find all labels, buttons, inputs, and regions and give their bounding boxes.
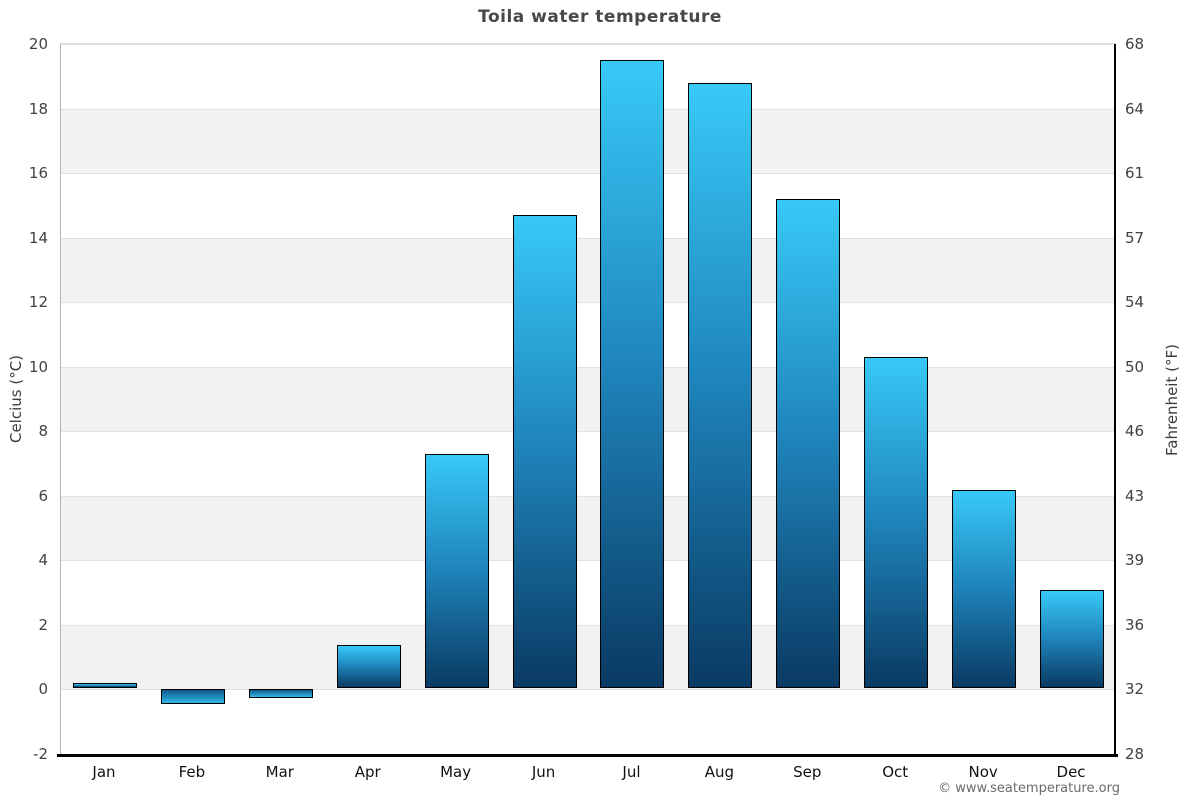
gridline [60, 624, 1115, 626]
footer-credit: © www.seatemperature.org [938, 781, 1120, 796]
gridline [60, 689, 1115, 691]
temperature-bar-nov [952, 489, 1017, 689]
gridline [60, 237, 1115, 239]
plot-area [60, 44, 1115, 755]
y-tick-label-celsius: 18 [28, 99, 48, 118]
y-tick-label-celsius: 4 [38, 551, 48, 570]
gridline [60, 366, 1115, 368]
gridline [60, 302, 1115, 304]
x-tick-label-sep: Sep [793, 763, 822, 781]
temperature-bar-aug [688, 82, 753, 689]
grid-band [60, 495, 1115, 561]
axis-spine-bottom [57, 754, 1118, 757]
y-tick-label-fahrenheit: 64 [1125, 99, 1145, 118]
y-tick-label-fahrenheit: 61 [1125, 164, 1145, 183]
y-tick-label-fahrenheit: 39 [1125, 551, 1145, 570]
grid-band [60, 560, 1115, 625]
y-tick-label-celsius: 6 [38, 486, 48, 505]
y-tick-label-fahrenheit: 28 [1125, 745, 1145, 763]
temperature-bar-jan [72, 683, 137, 689]
grid-band [60, 237, 1115, 303]
x-tick-label-aug: Aug [704, 763, 735, 781]
y-tick-label-celsius: 10 [28, 357, 48, 376]
temperature-bar-mar [248, 689, 313, 698]
gridline [60, 108, 1115, 110]
y-tick-label-celsius: -2 [33, 745, 48, 763]
temperature-bar-oct [864, 357, 929, 689]
gridline [60, 173, 1115, 175]
grid-band [60, 44, 1115, 109]
gridline [60, 431, 1115, 433]
x-tick-label-jun: Jun [531, 763, 556, 781]
y-tick-label-celsius: 8 [38, 422, 48, 441]
y-tick-label-fahrenheit: 57 [1125, 228, 1145, 247]
x-tick-label-apr: Apr [354, 763, 381, 781]
y-tick-label-celsius: 2 [38, 615, 48, 634]
grid-band [60, 431, 1115, 496]
y-tick-label-celsius: 16 [28, 164, 48, 183]
grid-band [60, 108, 1115, 174]
y-tick-label-fahrenheit: 68 [1125, 35, 1145, 53]
y-tick-label-fahrenheit: 54 [1125, 293, 1145, 312]
temperature-bar-jul [600, 60, 665, 689]
axis-spine-left [60, 44, 61, 755]
y-axis-label-fahrenheit: Fahrenheit (°F) [1163, 344, 1181, 456]
y-tick-label-fahrenheit: 50 [1125, 357, 1145, 376]
temperature-bar-dec [1040, 589, 1105, 689]
gridline [60, 495, 1115, 497]
y-axis-label-celsius: Celcius (°C) [7, 354, 25, 444]
temperature-bar-feb [160, 689, 225, 705]
x-tick-label-jul: Jul [622, 763, 641, 781]
x-tick-label-mar: Mar [265, 763, 294, 781]
temperature-bar-may [424, 454, 489, 689]
x-tick-label-oct: Oct [882, 763, 909, 781]
y-tick-label-fahrenheit: 46 [1125, 422, 1145, 441]
temperature-bar-jun [512, 215, 577, 689]
axis-spine-right [1114, 44, 1116, 757]
axis-spine-top [60, 43, 1116, 44]
grid-band [60, 366, 1115, 432]
x-tick-label-feb: Feb [178, 763, 206, 781]
y-tick-label-fahrenheit: 32 [1125, 680, 1145, 699]
y-tick-label-fahrenheit: 43 [1125, 486, 1145, 505]
y-tick-label-fahrenheit: 36 [1125, 615, 1145, 634]
grid-band [60, 689, 1115, 754]
temperature-bar-sep [776, 199, 841, 689]
grid-band [60, 302, 1115, 367]
grid-band [60, 624, 1115, 690]
y-tick-label-celsius: 14 [28, 228, 48, 247]
x-tick-label-nov: Nov [968, 763, 998, 781]
y-tick-label-celsius: 0 [38, 680, 48, 699]
x-tick-label-dec: Dec [1056, 763, 1086, 781]
y-tick-label-celsius: 12 [28, 293, 48, 312]
x-tick-label-may: May [440, 763, 472, 781]
y-tick-label-celsius: 20 [28, 35, 48, 53]
gridline [60, 560, 1115, 562]
gridline [60, 44, 1115, 45]
x-tick-label-jan: Jan [92, 763, 116, 781]
temperature-bar-apr [336, 644, 401, 689]
grid-band [60, 173, 1115, 238]
chart-title: Toila water temperature [478, 7, 722, 27]
